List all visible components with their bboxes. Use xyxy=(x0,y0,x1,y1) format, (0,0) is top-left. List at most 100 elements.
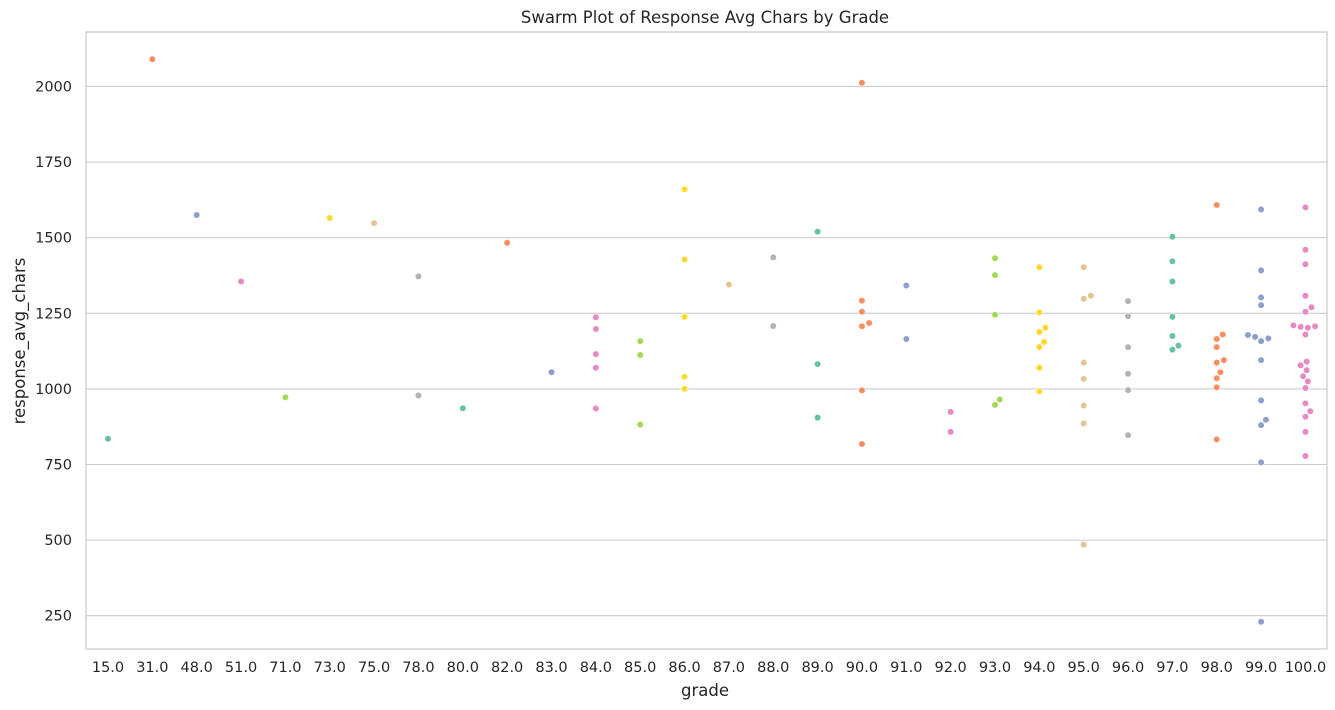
data-point xyxy=(991,271,999,279)
data-point xyxy=(1213,201,1221,209)
data-point xyxy=(1080,401,1088,410)
y-axis-tick-labels: 250 500 750 1000 1250 1500 1750 2000 xyxy=(35,79,72,624)
data-point xyxy=(1251,333,1259,341)
data-point xyxy=(1035,364,1043,372)
data-point xyxy=(592,404,600,413)
x-tick-label: 86.0 xyxy=(668,660,700,676)
data-point xyxy=(1124,312,1132,320)
data-point xyxy=(1213,358,1221,367)
data-point xyxy=(1264,334,1272,342)
chart-title: Swarm Plot of Response Avg Chars by Grad… xyxy=(521,8,889,27)
data-point xyxy=(1257,301,1265,309)
x-tick-label: 82.0 xyxy=(491,660,523,676)
data-point xyxy=(1301,330,1310,339)
x-tick-label: 93.0 xyxy=(979,660,1011,676)
data-point xyxy=(414,272,423,280)
x-tick-label: 73.0 xyxy=(314,660,346,676)
data-point xyxy=(858,79,866,87)
data-point xyxy=(1174,342,1182,350)
data-point xyxy=(1257,266,1265,274)
data-point xyxy=(636,337,644,345)
data-point xyxy=(902,335,910,343)
data-point xyxy=(1301,246,1310,254)
x-tick-label: 85.0 xyxy=(624,660,656,676)
data-point xyxy=(148,55,156,63)
data-point xyxy=(1257,356,1265,364)
x-tick-label: 75.0 xyxy=(358,660,390,676)
data-point xyxy=(1035,328,1043,336)
data-point xyxy=(1257,337,1265,345)
data-point xyxy=(1040,338,1048,346)
data-point xyxy=(991,401,999,409)
x-tick-label: 89.0 xyxy=(801,660,833,676)
x-tick-label: 91.0 xyxy=(890,660,922,676)
data-point xyxy=(370,219,378,227)
data-point xyxy=(1301,413,1310,421)
y-tick-label: 1000 xyxy=(35,382,72,398)
x-axis-tick-labels: 15.0 31.0 48.0 51.0 71.0 73.0 75.0 78.0 80.0 82.0… xyxy=(92,660,1326,676)
data-point xyxy=(1168,345,1176,354)
y-tick-label: 1250 xyxy=(35,306,72,322)
data-point xyxy=(1080,419,1088,427)
data-point xyxy=(1257,458,1265,466)
data-point xyxy=(1080,358,1088,367)
data-point xyxy=(1124,343,1132,351)
data-point xyxy=(1257,293,1265,302)
x-tick-label: 15.0 xyxy=(92,660,124,676)
data-point xyxy=(902,281,910,290)
data-point xyxy=(1168,233,1176,241)
x-tick-label: 99.0 xyxy=(1245,660,1277,676)
x-tick-label: 100.0 xyxy=(1285,660,1327,676)
data-point xyxy=(1168,277,1176,286)
data-point xyxy=(1301,399,1310,408)
data-point xyxy=(1303,366,1311,374)
data-point xyxy=(1035,343,1043,351)
data-point xyxy=(592,313,600,321)
y-tick-label: 1750 xyxy=(35,155,72,171)
data-point xyxy=(1297,323,1305,331)
data-point xyxy=(1041,324,1049,332)
data-point xyxy=(725,280,733,289)
x-tick-label: 84.0 xyxy=(580,660,612,676)
data-point xyxy=(1244,331,1252,339)
x-tick-label: 48.0 xyxy=(181,660,213,676)
data-point xyxy=(193,211,201,219)
y-tick-label: 250 xyxy=(44,609,72,625)
data-point xyxy=(858,296,866,305)
data-point xyxy=(1213,383,1221,391)
data-point xyxy=(865,319,873,327)
data-point xyxy=(1301,203,1310,212)
x-tick-label: 51.0 xyxy=(225,660,257,676)
data-point xyxy=(1304,377,1312,385)
data-point xyxy=(237,277,245,286)
x-tick-label: 83.0 xyxy=(535,660,567,676)
data-point xyxy=(1299,372,1307,380)
data-point xyxy=(636,351,644,359)
data-point xyxy=(592,350,600,358)
data-point xyxy=(1213,343,1221,351)
x-tick-label: 90.0 xyxy=(846,660,878,676)
data-point xyxy=(1301,308,1310,316)
data-point xyxy=(104,435,112,443)
data-point xyxy=(947,428,955,436)
data-point xyxy=(1124,386,1132,394)
y-axis-label: response_avg_chars xyxy=(10,258,30,425)
data-point xyxy=(1213,335,1221,343)
data-point xyxy=(1301,292,1310,300)
data-point xyxy=(680,313,689,321)
data-point xyxy=(1301,260,1310,268)
data-point xyxy=(858,386,866,395)
data-point xyxy=(769,253,777,261)
data-point xyxy=(636,420,644,429)
data-point xyxy=(1301,452,1310,460)
x-axis-label: grade xyxy=(681,681,729,700)
x-tick-label: 92.0 xyxy=(935,660,967,676)
data-point xyxy=(1080,375,1088,383)
data-point xyxy=(1168,313,1176,321)
data-point xyxy=(414,391,423,400)
data-point xyxy=(996,395,1004,404)
x-tick-label: 80.0 xyxy=(447,660,479,676)
data-point xyxy=(1035,387,1043,395)
